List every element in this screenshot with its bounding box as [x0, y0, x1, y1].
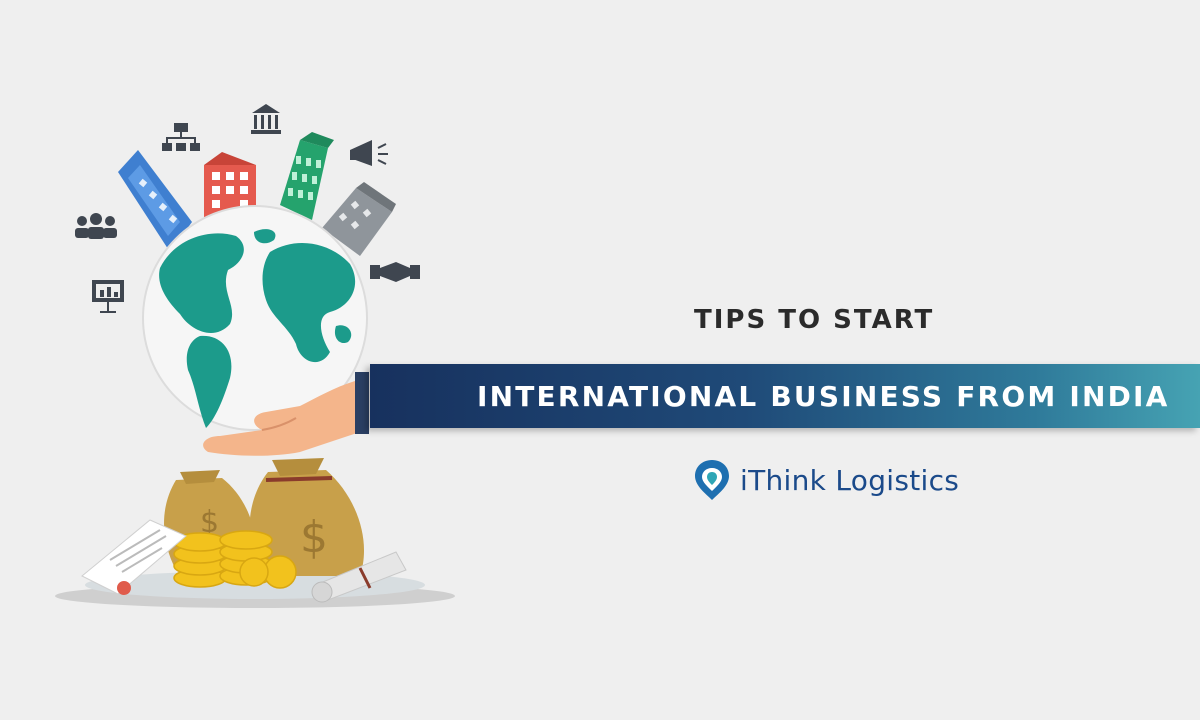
scroll-icon: [311, 551, 407, 603]
hand-icon: [203, 372, 369, 456]
org-chart-icon: [162, 123, 200, 151]
headline-banner: INTERNATIONAL BUSINESS FROM INDIA: [370, 364, 1200, 428]
headline-banner-text: INTERNATIONAL BUSINESS FROM INDIA: [477, 380, 1170, 413]
globe: [142, 205, 368, 431]
headline-subtitle: TIPS TO START: [694, 305, 935, 335]
bank-icon: [251, 104, 281, 134]
handshake-icon: [370, 262, 420, 282]
brand-logo: iThink Logistics: [692, 458, 962, 502]
grey-building-icon: [322, 182, 396, 256]
brand-name: iThink Logistics: [740, 464, 960, 497]
green-building-icon: [280, 132, 334, 220]
location-pin-icon: [695, 460, 729, 500]
coins-icon: [173, 530, 297, 589]
certificate-icon: [81, 519, 187, 595]
svg-text:$: $: [300, 512, 328, 563]
svg-text:$: $: [200, 505, 219, 540]
blue-building-icon: [118, 150, 192, 252]
megaphone-icon: [350, 140, 388, 166]
team-icon: [75, 213, 117, 239]
presentation-icon: [92, 280, 124, 313]
